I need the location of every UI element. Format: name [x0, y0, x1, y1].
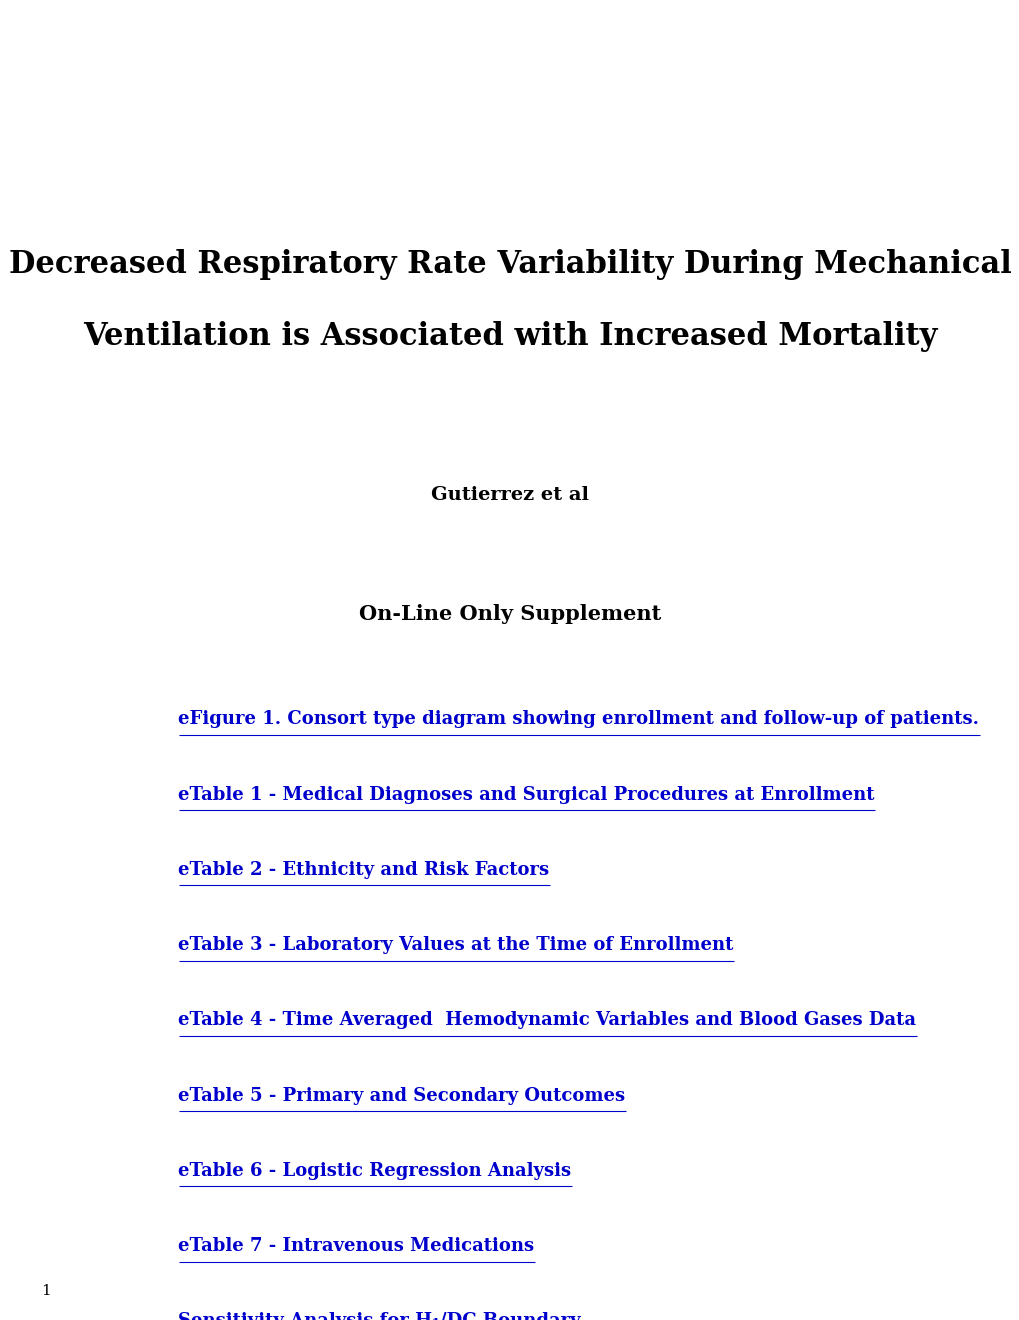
Text: eTable 5 - Primary and Secondary Outcomes: eTable 5 - Primary and Secondary Outcome… — [178, 1086, 625, 1105]
Text: eTable 6 - Logistic Regression Analysis: eTable 6 - Logistic Regression Analysis — [178, 1162, 571, 1180]
Text: 1: 1 — [41, 1284, 51, 1298]
Text: eFigure 1. Consort type diagram showing enrollment and follow-up of patients.: eFigure 1. Consort type diagram showing … — [178, 710, 978, 729]
Text: On-Line Only Supplement: On-Line Only Supplement — [359, 603, 660, 624]
Text: eTable 3 - Laboratory Values at the Time of Enrollment: eTable 3 - Laboratory Values at the Time… — [178, 936, 733, 954]
Text: Decreased Respiratory Rate Variability During Mechanical: Decreased Respiratory Rate Variability D… — [8, 248, 1011, 280]
Text: eTable 4 - Time Averaged  Hemodynamic Variables and Blood Gases Data: eTable 4 - Time Averaged Hemodynamic Var… — [178, 1011, 916, 1030]
Text: Ventilation is Associated with Increased Mortality: Ventilation is Associated with Increased… — [83, 321, 936, 352]
Text: Sensitivity Analysis for H₁/DC Boundary: Sensitivity Analysis for H₁/DC Boundary — [178, 1312, 581, 1320]
Text: eTable 2 - Ethnicity and Risk Factors: eTable 2 - Ethnicity and Risk Factors — [178, 861, 549, 879]
Text: Gutierrez et al: Gutierrez et al — [431, 486, 588, 504]
Text: eTable 7 - Intravenous Medications: eTable 7 - Intravenous Medications — [178, 1237, 534, 1255]
Text: eTable 1 - Medical Diagnoses and Surgical Procedures at Enrollment: eTable 1 - Medical Diagnoses and Surgica… — [178, 785, 874, 804]
